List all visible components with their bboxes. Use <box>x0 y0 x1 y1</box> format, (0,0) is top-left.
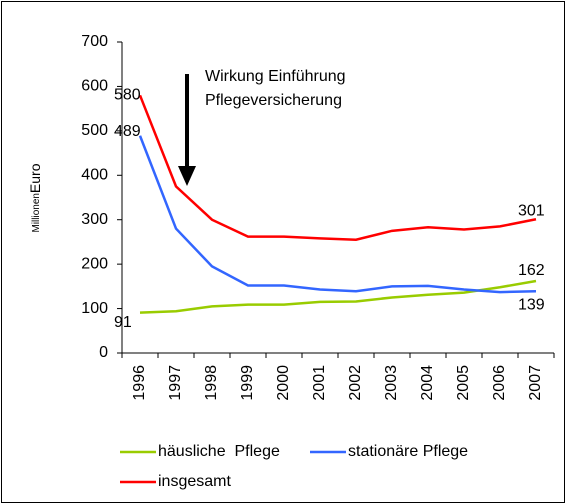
y-tick-label: 300 <box>81 211 108 228</box>
data-label: 489 <box>114 123 141 140</box>
annotation: Wirkung Einführung <box>205 68 346 85</box>
x-tick-label: 2006 <box>491 365 508 401</box>
annotation: Pflegeversicherung <box>205 92 342 109</box>
series-line <box>139 279 537 314</box>
x-tick-label: 2007 <box>527 365 544 401</box>
data-label: 162 <box>518 262 545 279</box>
x-tick-label: 1999 <box>239 365 256 401</box>
y-label-part: Euro <box>27 163 43 193</box>
x-tick-label: 2003 <box>383 365 400 401</box>
y-axis-label: MillionenEuro <box>27 163 43 232</box>
x-tick-label: 2001 <box>311 365 328 401</box>
x-tick-label: 2005 <box>455 365 472 401</box>
y-label-part: Millionen <box>31 193 42 232</box>
x-tick-label: 2004 <box>419 365 436 401</box>
series-line <box>138 94 537 241</box>
x-tick-label: 1998 <box>203 365 220 401</box>
legend-label: insgesamt <box>158 473 231 490</box>
y-tick-label: 100 <box>81 300 108 317</box>
y-tick-label: 0 <box>99 344 108 361</box>
x-tick-label: 2002 <box>347 365 364 401</box>
data-label: 301 <box>518 202 545 219</box>
arrow-head <box>178 166 196 186</box>
y-tick-label: 200 <box>81 255 108 272</box>
y-tick-label: 500 <box>81 122 108 139</box>
data-label: 139 <box>518 296 545 313</box>
legend-label: häusliche Pflege <box>158 443 280 460</box>
y-tick-label: 600 <box>81 78 108 95</box>
y-tick-label: 700 <box>81 33 108 50</box>
series-line <box>138 135 537 294</box>
x-tick-label: 2000 <box>275 365 292 401</box>
x-tick-label: 1996 <box>131 365 148 401</box>
data-label: 91 <box>114 314 132 331</box>
data-label: 580 <box>114 87 141 104</box>
legend-label: stationäre Pflege <box>348 443 468 460</box>
y-tick-label: 400 <box>81 167 108 184</box>
x-tick-label: 1997 <box>167 365 184 401</box>
